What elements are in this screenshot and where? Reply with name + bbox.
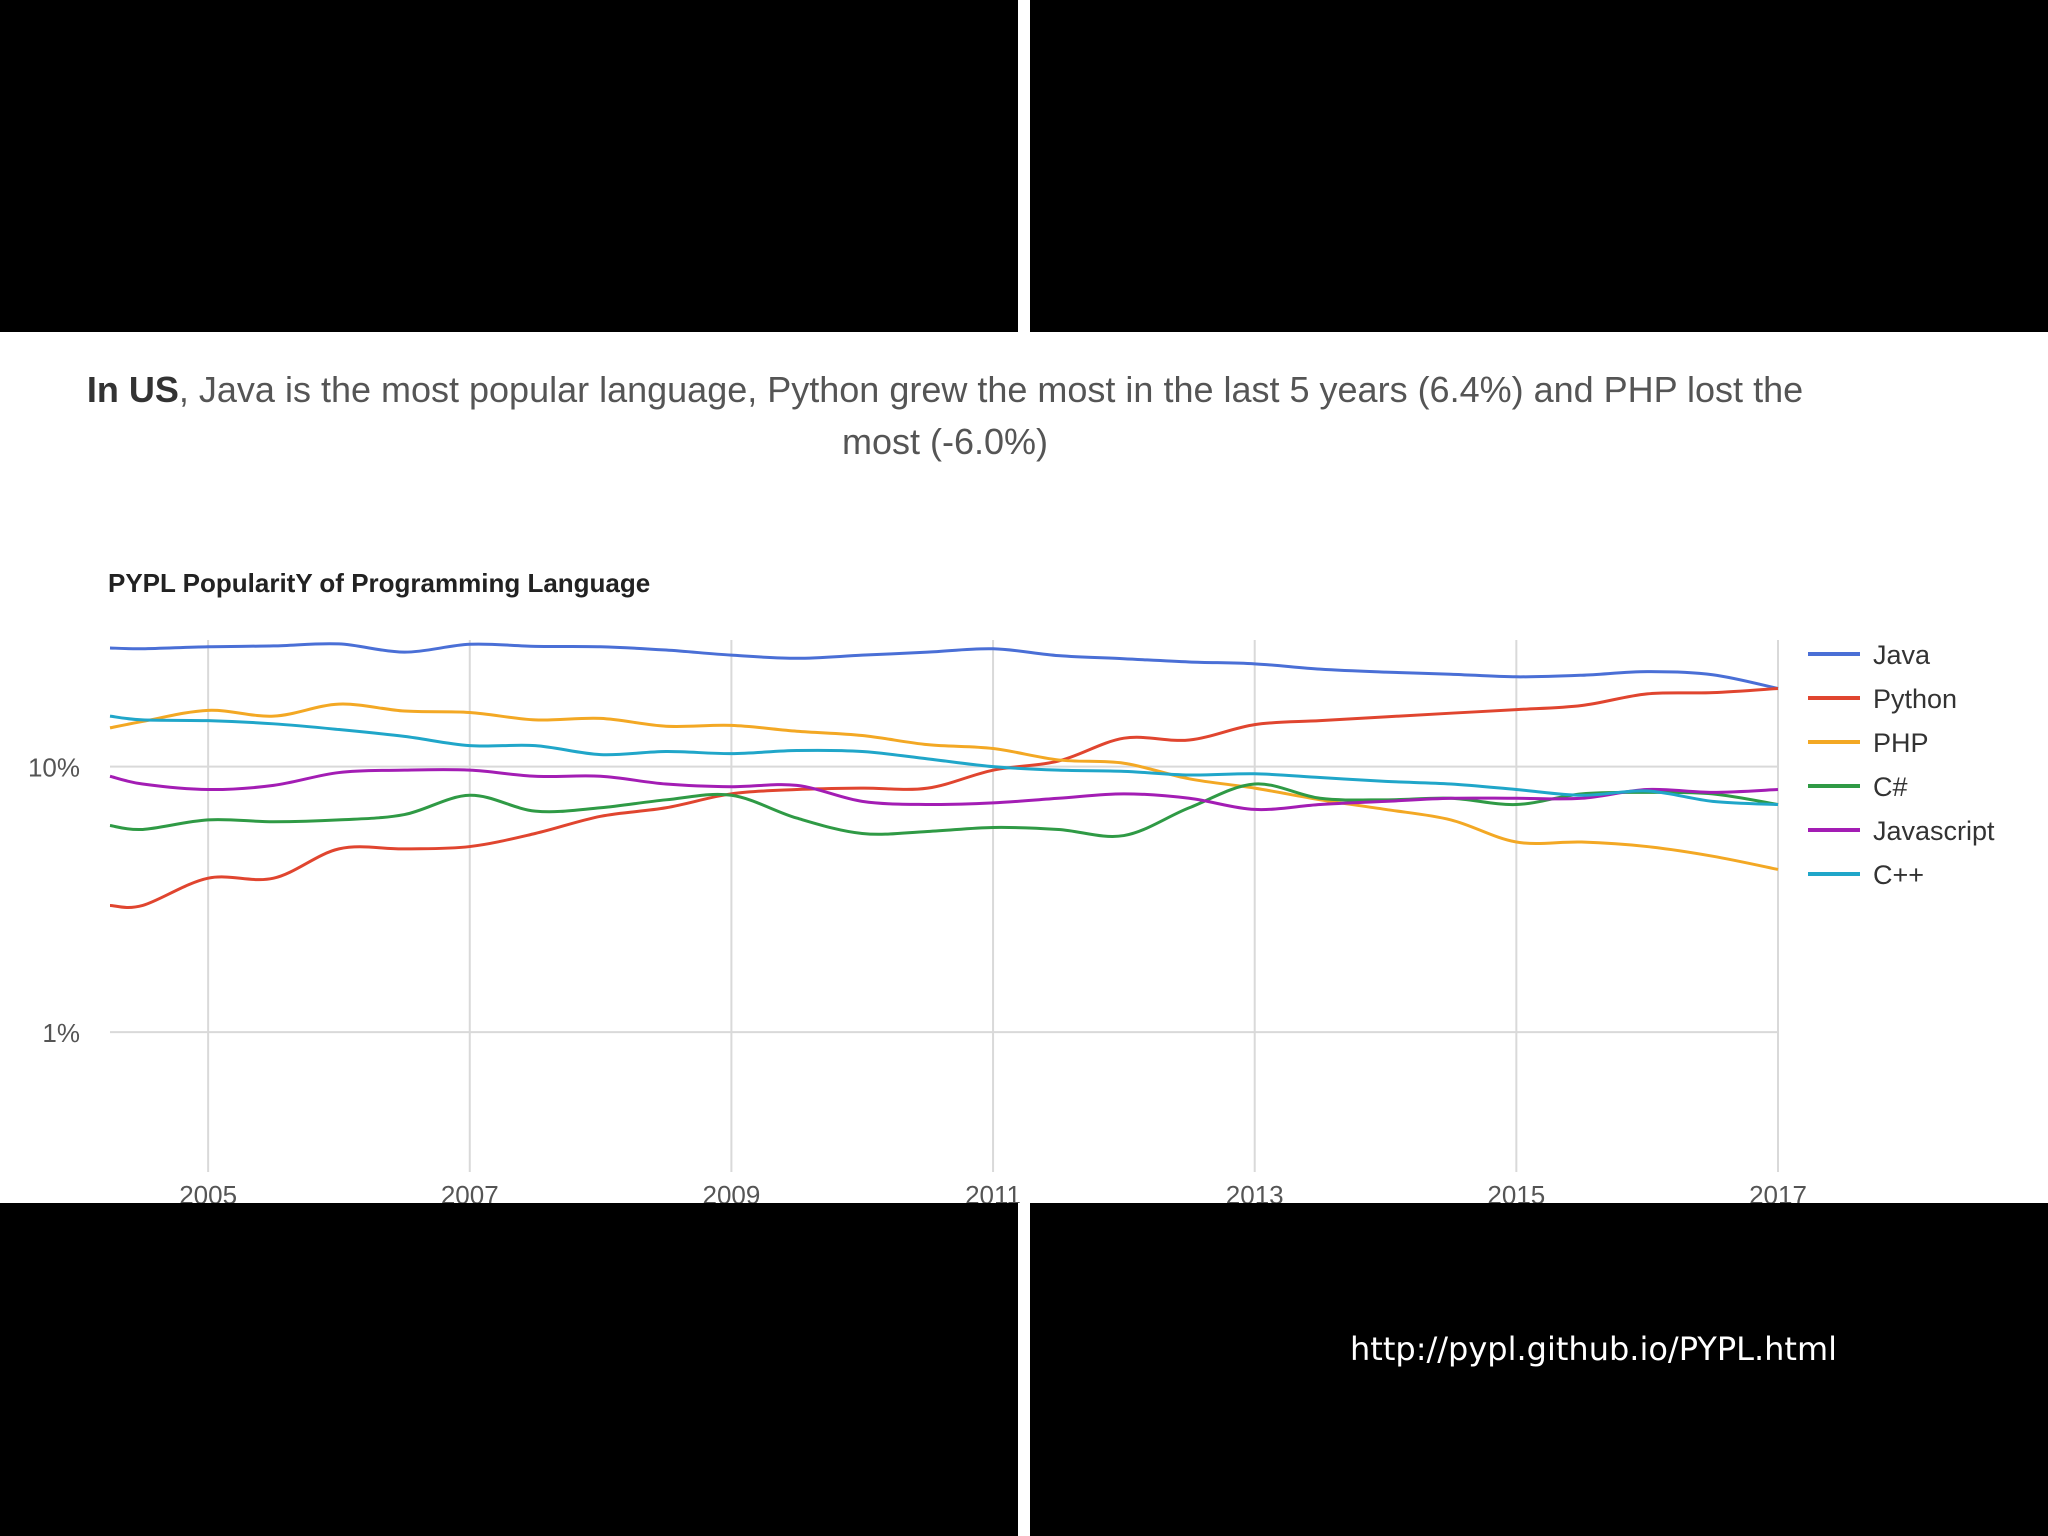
panel-divider-top [1018, 0, 1030, 332]
source-url[interactable]: http://pypl.github.io/PYPL.html [1350, 1330, 1838, 1368]
panel-divider-bottom [1018, 1203, 1030, 1536]
x-tick-label: 2005 [179, 1180, 237, 1203]
gridlines [110, 640, 1779, 1172]
series-lines [109, 642, 1779, 909]
series-line-php [109, 702, 1779, 871]
y-tick-label: 1% [42, 1018, 80, 1048]
x-tick-label: 2009 [702, 1180, 760, 1203]
legend-label-php: PHP [1873, 728, 1929, 758]
content-band: In US, Java is the most popular language… [0, 332, 2048, 1203]
legend-label-java: Java [1873, 640, 1931, 670]
series-line-javascript [109, 768, 1779, 812]
chart-title: PYPL PopularitY of Programming Language [108, 568, 650, 598]
series-line-java [109, 642, 1779, 690]
legend-label-python: Python [1873, 684, 1957, 714]
y-axis: 1% 10% [28, 753, 80, 1048]
legend: Java Python PHP C# Javascript C++ [1808, 640, 1995, 890]
series-line-csharp [109, 782, 1779, 838]
headline: In US, Java is the most popular language… [60, 364, 1830, 468]
x-tick-label: 2011 [965, 1180, 1021, 1203]
y-tick-label: 10% [28, 753, 80, 783]
legend-label-csharp: C# [1873, 772, 1908, 802]
x-axis: 2005 2007 2009 2011 2013 2015 2017 [179, 1180, 1807, 1203]
headline-text: , Java is the most popular language, Pyt… [178, 369, 1804, 462]
series-line-cpp [109, 714, 1779, 807]
x-tick-label: 2007 [441, 1180, 499, 1203]
series-line-python [109, 686, 1779, 909]
x-tick-label: 2017 [1749, 1180, 1807, 1203]
headline-lead: In US [86, 369, 179, 410]
x-tick-label: 2015 [1487, 1180, 1545, 1203]
x-tick-label: 2013 [1226, 1180, 1284, 1203]
line-chart: PYPL PopularitY of Programming Language … [28, 568, 1995, 1203]
legend-label-cpp: C++ [1873, 860, 1924, 890]
legend-label-javascript: Javascript [1873, 816, 1995, 846]
